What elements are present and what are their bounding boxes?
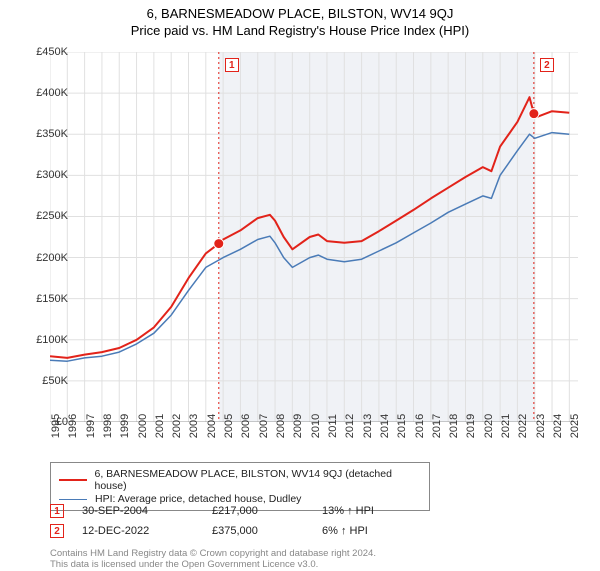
sale-price: £375,000	[212, 525, 322, 537]
x-axis-label: 2018	[448, 414, 460, 438]
footer-line1: Contains HM Land Registry data © Crown c…	[50, 548, 376, 559]
x-axis-label: 2004	[206, 414, 218, 438]
sale-badge: 2	[50, 524, 64, 538]
x-axis-label: 1995	[50, 414, 62, 438]
y-axis-label: £450K	[36, 46, 68, 58]
y-axis-label: £350K	[36, 128, 68, 140]
x-axis-label: 2019	[465, 414, 477, 438]
x-axis-label: 2022	[517, 414, 529, 438]
sale-date: 30-SEP-2004	[82, 505, 212, 517]
sale-price: £217,000	[212, 505, 322, 517]
x-axis-label: 2020	[483, 414, 495, 438]
x-axis-label: 2015	[396, 414, 408, 438]
y-axis-label: £300K	[36, 169, 68, 181]
x-axis-label: 2003	[188, 414, 200, 438]
x-axis-label: 2017	[431, 414, 443, 438]
sale-delta: 13% ↑ HPI	[322, 505, 422, 517]
x-axis-label: 2006	[240, 414, 252, 438]
x-axis-label: 1998	[102, 414, 114, 438]
y-axis-label: £250K	[36, 210, 68, 222]
x-axis-label: 2010	[310, 414, 322, 438]
y-axis-label: £200K	[36, 252, 68, 264]
legend-swatch	[59, 479, 87, 481]
x-axis-label: 2025	[569, 414, 581, 438]
x-axis-label: 2024	[552, 414, 564, 438]
legend-swatch	[59, 499, 87, 500]
sale-row: 2 12-DEC-2022£375,0006% ↑ HPI	[50, 524, 422, 538]
sale-badge: 1	[50, 504, 64, 518]
x-axis-label: 2002	[171, 414, 183, 438]
footer-attribution: Contains HM Land Registry data © Crown c…	[50, 548, 376, 571]
sale-delta: 6% ↑ HPI	[322, 525, 422, 537]
footer-line2: This data is licensed under the Open Gov…	[50, 559, 376, 570]
x-axis-label: 2012	[344, 414, 356, 438]
x-axis-label: 2016	[414, 414, 426, 438]
y-axis-label: £50K	[42, 375, 68, 387]
legend-item: 6, BARNESMEADOW PLACE, BILSTON, WV14 9QJ…	[59, 468, 421, 492]
sale-date: 12-DEC-2022	[82, 525, 212, 537]
chart-subtitle: Price paid vs. HM Land Registry's House …	[0, 23, 600, 38]
x-axis-label: 2011	[327, 414, 339, 438]
x-axis-label: 2013	[362, 414, 374, 438]
x-axis-label: 2023	[535, 414, 547, 438]
chart-title-address: 6, BARNESMEADOW PLACE, BILSTON, WV14 9QJ	[0, 6, 600, 21]
sale-row: 1 30-SEP-2004£217,00013% ↑ HPI	[50, 504, 422, 518]
chart-svg	[50, 52, 578, 422]
x-axis-label: 2000	[137, 414, 149, 438]
chart-plot-area: 12	[50, 52, 578, 422]
y-axis-label: £400K	[36, 87, 68, 99]
x-axis-label: 2007	[258, 414, 270, 438]
sale-marker-badge-1: 1	[225, 58, 239, 72]
legend-label: 6, BARNESMEADOW PLACE, BILSTON, WV14 9QJ…	[95, 468, 422, 492]
y-axis-label: £150K	[36, 293, 68, 305]
x-axis-label: 1999	[119, 414, 131, 438]
x-axis-label: 2005	[223, 414, 235, 438]
x-axis-label: 2008	[275, 414, 287, 438]
x-axis-label: 2021	[500, 414, 512, 438]
x-axis-label: 1996	[67, 414, 79, 438]
x-axis-label: 2009	[292, 414, 304, 438]
x-axis-label: 2001	[154, 414, 166, 438]
x-axis-label: 1997	[85, 414, 97, 438]
x-axis-label: 2014	[379, 414, 391, 438]
y-axis-label: £100K	[36, 334, 68, 346]
sale-marker-badge-2: 2	[540, 58, 554, 72]
